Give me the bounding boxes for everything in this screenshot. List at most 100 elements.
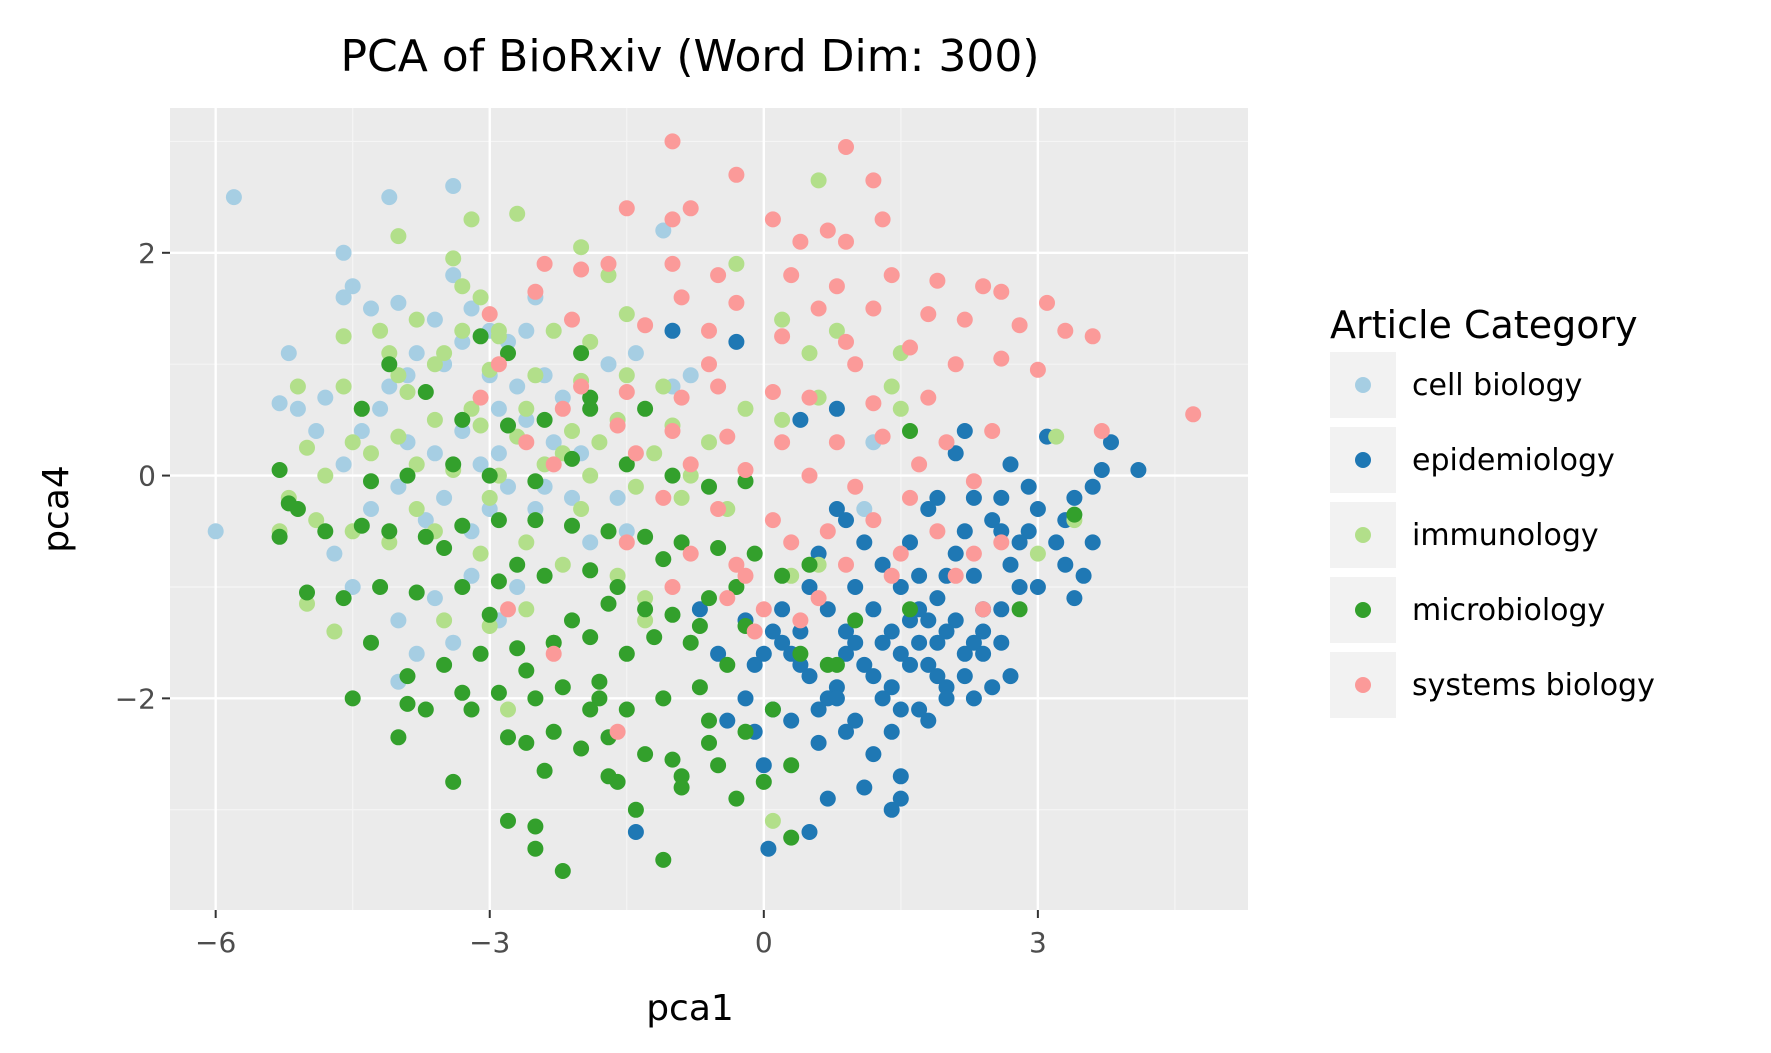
point-epidemiology — [956, 423, 973, 439]
point-microbiology — [509, 640, 526, 657]
point-microbiology — [828, 656, 845, 673]
point-microbiology — [500, 345, 516, 362]
point-microbiology — [436, 540, 453, 556]
y-axis: −2 0 2 — [115, 237, 170, 715]
y-tick-label: 0 — [138, 460, 156, 493]
point-immunology — [1029, 545, 1046, 562]
point-immunology — [618, 306, 635, 323]
point-cell-biology — [582, 534, 599, 551]
point-systems-biology — [947, 567, 964, 584]
point-cell-biology — [207, 523, 224, 540]
point-microbiology — [536, 762, 553, 779]
point-systems-biology — [701, 356, 717, 373]
legend-label: systems biology — [1412, 668, 1655, 703]
point-epidemiology — [801, 824, 818, 840]
point-microbiology — [481, 606, 498, 623]
point-epidemiology — [911, 701, 928, 718]
point-epidemiology — [902, 656, 918, 673]
point-microbiology — [902, 423, 918, 439]
point-systems-biology — [1011, 317, 1028, 334]
point-epidemiology — [929, 590, 946, 607]
legend-label: immunology — [1412, 518, 1599, 553]
point-microbiology — [764, 701, 781, 718]
point-epidemiology — [1103, 434, 1119, 451]
point-cell-biology — [509, 378, 526, 395]
point-microbiology — [728, 790, 745, 807]
point-systems-biology — [490, 356, 507, 373]
legend-marker — [1355, 527, 1371, 543]
point-epidemiology — [947, 445, 964, 462]
point-epidemiology — [828, 501, 845, 517]
point-systems-biology — [819, 523, 836, 540]
point-immunology — [600, 267, 617, 284]
legend-item-immunology: immunology — [1330, 502, 1599, 568]
point-systems-biology — [737, 567, 754, 584]
point-microbiology — [399, 467, 416, 484]
point-cell-biology — [280, 345, 297, 362]
point-cell-biology — [363, 501, 379, 517]
point-microbiology — [317, 523, 334, 540]
point-systems-biology — [929, 523, 946, 540]
point-epidemiology — [856, 779, 873, 796]
point-epidemiology — [938, 690, 955, 707]
point-cell-biology — [271, 395, 288, 412]
point-systems-biology — [984, 423, 1001, 439]
point-immunology — [582, 467, 599, 484]
point-immunology — [701, 434, 717, 451]
point-systems-biology — [719, 590, 736, 607]
point-immunology — [454, 322, 471, 339]
point-cell-biology — [627, 345, 644, 362]
point-microbiology — [518, 662, 535, 679]
point-systems-biology — [710, 378, 727, 395]
point-microbiology — [299, 584, 315, 601]
point-immunology — [527, 367, 544, 384]
point-systems-biology — [500, 601, 516, 618]
point-systems-biology — [573, 261, 590, 278]
point-immunology — [500, 701, 516, 718]
point-microbiology — [372, 579, 389, 595]
point-cell-biology — [509, 579, 526, 595]
point-microbiology — [1011, 601, 1028, 618]
point-epidemiology — [902, 612, 918, 629]
point-microbiology — [618, 701, 635, 718]
point-epidemiology — [691, 601, 708, 618]
point-microbiology — [655, 690, 672, 707]
point-microbiology — [527, 473, 544, 490]
point-microbiology — [691, 618, 708, 634]
point-epidemiology — [1066, 489, 1083, 506]
point-cell-biology — [500, 478, 516, 495]
point-microbiology — [289, 501, 306, 517]
point-microbiology — [527, 818, 544, 835]
point-systems-biology — [828, 278, 845, 295]
point-epidemiology — [1020, 523, 1037, 540]
point-cell-biology — [682, 367, 699, 384]
point-microbiology — [554, 863, 571, 879]
point-systems-biology — [883, 267, 900, 284]
point-microbiology — [399, 668, 416, 685]
point-microbiology — [454, 684, 471, 701]
point-epidemiology — [1029, 579, 1046, 595]
point-systems-biology — [819, 222, 836, 239]
point-immunology — [518, 534, 535, 551]
point-epidemiology — [755, 757, 772, 774]
point-microbiology — [664, 606, 681, 623]
point-immunology — [445, 250, 462, 267]
point-microbiology — [637, 528, 654, 545]
point-microbiology — [518, 734, 535, 751]
y-tick-label: −2 — [115, 682, 156, 715]
point-microbiology — [545, 634, 562, 651]
point-cell-biology — [390, 294, 407, 311]
point-systems-biology — [618, 534, 635, 551]
point-microbiology — [1066, 506, 1083, 523]
point-immunology — [646, 445, 663, 462]
point-epidemiology — [710, 645, 727, 662]
point-cell-biology — [335, 289, 352, 306]
legend: Article Category cell biology epidemiolog… — [1330, 303, 1655, 718]
point-epidemiology — [865, 668, 882, 685]
point-cell-biology — [408, 345, 425, 362]
point-microbiology — [454, 411, 471, 428]
point-cell-biology — [308, 423, 325, 439]
point-epidemiology — [760, 840, 777, 857]
point-epidemiology — [1020, 478, 1037, 495]
